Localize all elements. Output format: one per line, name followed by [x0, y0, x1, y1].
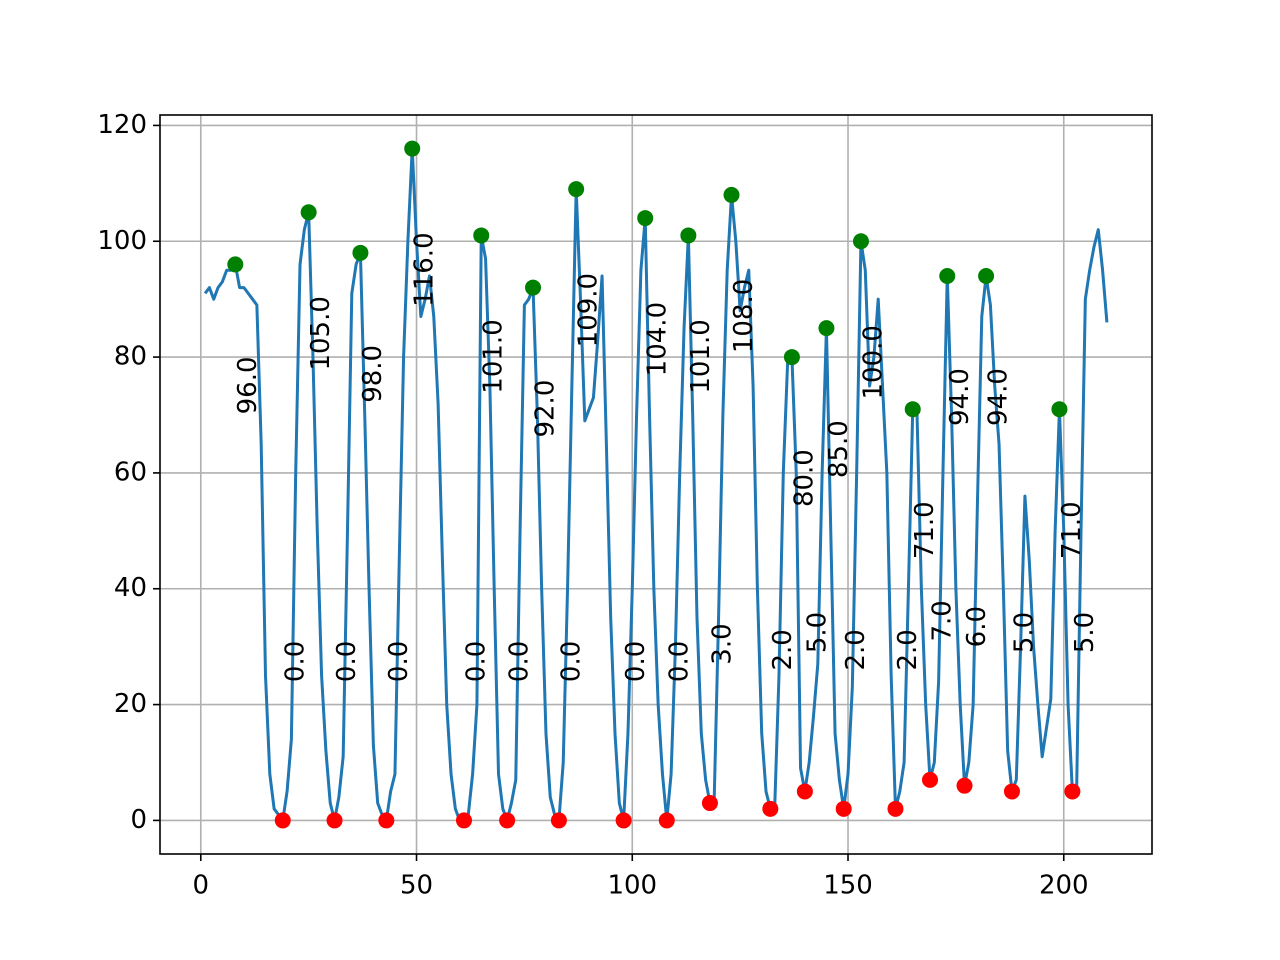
marker — [274, 812, 291, 829]
marker — [818, 320, 835, 337]
marker — [978, 268, 995, 285]
y-tick-label: 20 — [114, 689, 147, 719]
value-label: 96.0 — [233, 356, 263, 414]
value-label: 0.0 — [556, 641, 586, 682]
x-tick-label: 150 — [823, 871, 873, 901]
data-line — [203, 147, 1109, 822]
value-label: 85.0 — [824, 420, 854, 478]
marker — [499, 812, 516, 829]
marker — [852, 233, 869, 250]
value-label: 2.0 — [768, 629, 798, 670]
marker — [762, 800, 779, 817]
y-tick-label: 40 — [114, 573, 147, 603]
value-label: 116.0 — [410, 232, 440, 306]
marker — [921, 771, 938, 788]
y-tick-label: 120 — [97, 110, 147, 140]
value-label: 94.0 — [984, 368, 1014, 426]
value-label: 94.0 — [945, 368, 975, 426]
value-label: 5.0 — [1070, 612, 1100, 653]
value-label: 101.0 — [686, 319, 716, 393]
value-label: 6.0 — [962, 606, 992, 647]
value-label: 5.0 — [802, 612, 832, 653]
marker — [615, 812, 632, 829]
marker — [1064, 783, 1081, 800]
marker — [680, 227, 697, 244]
x-tick-label: 50 — [400, 871, 433, 901]
y-tick-label: 60 — [114, 457, 147, 487]
x-tick-label: 100 — [607, 871, 657, 901]
marker — [326, 812, 343, 829]
marker — [473, 227, 490, 244]
value-label: 7.0 — [927, 600, 957, 641]
value-label: 71.0 — [910, 501, 940, 559]
value-label: 2.0 — [841, 629, 871, 670]
marker — [300, 204, 317, 221]
marker — [378, 812, 395, 829]
value-label: 2.0 — [893, 629, 923, 670]
marker — [1051, 401, 1068, 418]
y-tick-label: 0 — [130, 805, 147, 835]
marker — [455, 812, 472, 829]
value-label: 0.0 — [332, 641, 362, 682]
value-label: 0.0 — [505, 641, 535, 682]
value-label: 3.0 — [707, 623, 737, 664]
value-label: 109.0 — [574, 273, 604, 347]
marker — [404, 140, 421, 157]
marker — [701, 795, 718, 812]
value-label: 0.0 — [280, 641, 310, 682]
marker — [637, 210, 654, 227]
value-label: 100.0 — [858, 325, 888, 399]
marker — [723, 186, 740, 203]
value-label: 71.0 — [1057, 501, 1087, 559]
marker — [796, 783, 813, 800]
marker — [227, 256, 244, 273]
marker — [1003, 783, 1020, 800]
plot-frame — [159, 114, 1153, 855]
value-label: 108.0 — [729, 279, 759, 353]
marker — [904, 401, 921, 418]
marker — [658, 812, 675, 829]
marker — [956, 777, 973, 794]
value-label: 0.0 — [664, 641, 694, 682]
value-label: 0.0 — [384, 641, 414, 682]
value-label: 80.0 — [789, 449, 819, 507]
marker — [550, 812, 567, 829]
value-label: 5.0 — [1009, 612, 1039, 653]
x-tick-label: 0 — [193, 871, 210, 901]
value-label: 101.0 — [479, 319, 509, 393]
marker — [525, 279, 542, 296]
value-label: 105.0 — [306, 296, 336, 370]
marker — [835, 800, 852, 817]
value-label: 92.0 — [531, 380, 561, 438]
marker — [887, 800, 904, 817]
value-label: 98.0 — [358, 345, 388, 403]
value-label: 0.0 — [621, 641, 651, 682]
y-tick-label: 80 — [114, 342, 147, 372]
marker — [568, 181, 585, 198]
marker — [939, 268, 956, 285]
value-label: 0.0 — [461, 641, 491, 682]
value-label: 104.0 — [643, 302, 673, 376]
marker — [783, 349, 800, 366]
y-tick-label: 100 — [97, 226, 147, 256]
x-tick-label: 200 — [1039, 871, 1089, 901]
marker — [352, 244, 369, 261]
